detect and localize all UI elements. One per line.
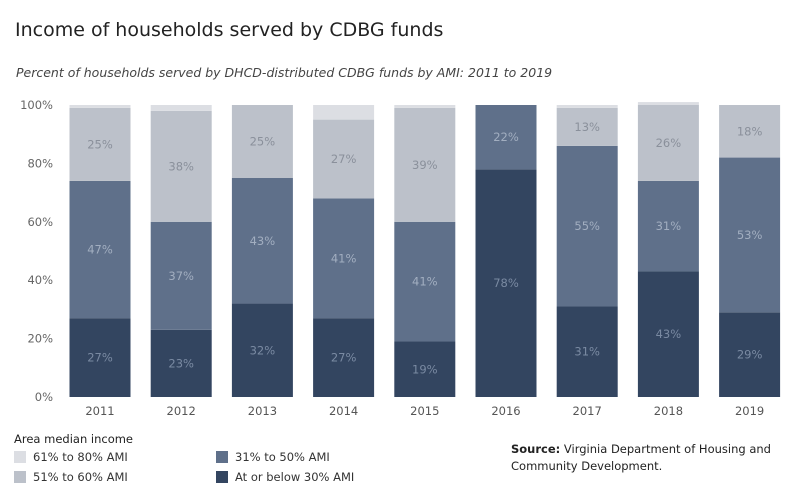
data-label: 29% <box>737 348 763 362</box>
bar-segment-s0_30 <box>556 306 618 397</box>
bar-segment-s51_60 <box>150 110 212 222</box>
legend-item-61-80: 61% to 80% AMI <box>14 450 128 464</box>
data-label: 19% <box>412 362 438 376</box>
legend-item-0-30: At or below 30% AMI <box>216 470 354 484</box>
bar-segment-s31_50 <box>719 157 781 313</box>
bar-segment-s51_60 <box>313 119 375 199</box>
source-note: Source: Virginia Department of Housing a… <box>511 441 781 475</box>
x-tick-label: 2011 <box>85 404 114 418</box>
source-text: Virginia Department of Housing and Commu… <box>511 442 771 473</box>
bar-segment-s31_50 <box>475 105 537 170</box>
x-tick-label: 2018 <box>654 404 683 418</box>
legend-label: 61% to 80% AMI <box>33 450 128 464</box>
bar-segment-s0_30 <box>313 318 375 397</box>
stacked-bar-chart: 0% 20% 40% 60% 80% 100% 27% 47% 25% 2011 23% 37% 38%… <box>20 98 781 418</box>
y-tick-label: 0% <box>35 390 53 404</box>
legend-swatch <box>216 451 228 463</box>
chart-title: Income of households served by CDBG fund… <box>15 19 444 41</box>
data-label: 32% <box>250 343 276 357</box>
data-label: 78% <box>493 276 519 290</box>
data-label: 55% <box>574 219 600 233</box>
chart-subtitle: Percent of households served by DHCD-dis… <box>16 65 553 80</box>
legend-label: 51% to 60% AMI <box>33 470 128 484</box>
bar-segment-s31_50 <box>231 178 293 304</box>
data-label: 31% <box>574 345 600 359</box>
bar-segment-s51_60 <box>231 105 293 178</box>
legend-item-51-60: 51% to 60% AMI <box>14 470 128 484</box>
bar-segment-s31_50 <box>150 221 212 330</box>
bar-segment-s61_80 <box>313 105 375 120</box>
data-label: 25% <box>87 137 113 151</box>
x-tick-label: 2013 <box>248 404 277 418</box>
y-tick-label: 20% <box>27 332 53 346</box>
x-tick-label: 2019 <box>735 404 764 418</box>
bar-segment-s51_60 <box>719 105 781 158</box>
data-label: 27% <box>331 152 357 166</box>
bar-segment-s61_80 <box>150 105 212 111</box>
bar-segment-s61_80 <box>556 105 618 108</box>
y-tick-label: 80% <box>27 156 53 170</box>
y-tick-label: 60% <box>27 215 53 229</box>
legend-title: Area median income <box>14 432 134 446</box>
legend-swatch <box>14 471 26 483</box>
bar-segment-s0_30 <box>637 271 699 397</box>
data-label: 53% <box>737 228 763 242</box>
bar-segment-s0_30 <box>150 329 212 397</box>
x-tick-label: 2017 <box>573 404 602 418</box>
bar-segment-s31_50 <box>313 198 375 319</box>
data-label: 41% <box>331 251 357 265</box>
data-label: 37% <box>168 269 194 283</box>
bar-segment-s61_80 <box>637 102 699 105</box>
source-label: Source: <box>511 442 561 456</box>
bar-segment-s0_30 <box>394 341 456 397</box>
bar-segment-s0_30 <box>231 303 293 397</box>
data-label: 22% <box>493 130 519 144</box>
data-label: 23% <box>168 356 194 370</box>
x-tick-label: 2016 <box>491 404 520 418</box>
x-tick-label: 2015 <box>410 404 439 418</box>
legend-label: At or below 30% AMI <box>235 470 355 484</box>
legend-item-31-50: 31% to 50% AMI <box>216 450 330 464</box>
data-label: 27% <box>87 351 113 365</box>
y-tick-label: 100% <box>20 98 53 112</box>
bar-segment-s0_30 <box>475 169 537 397</box>
data-label: 38% <box>168 159 194 173</box>
bar-segment-s61_80 <box>394 105 456 108</box>
data-label: 27% <box>331 351 357 365</box>
x-tick-label: 2014 <box>329 404 358 418</box>
data-label: 18% <box>737 124 763 138</box>
legend-swatch <box>14 451 26 463</box>
data-label: 47% <box>87 243 113 257</box>
data-label: 26% <box>656 136 682 150</box>
bar-segment-s31_50 <box>69 180 131 319</box>
bar-segment-s0_30 <box>719 312 781 397</box>
data-label: 41% <box>412 275 438 289</box>
bar-segment-s31_50 <box>556 145 618 307</box>
data-label: 13% <box>574 120 600 134</box>
bar-segment-s51_60 <box>556 107 618 146</box>
bar-segment-s61_80 <box>69 105 131 108</box>
legend-label: 31% to 50% AMI <box>235 450 330 464</box>
bar-segment-s51_60 <box>637 105 699 181</box>
legend-swatch <box>216 471 228 483</box>
bar-segment-s31_50 <box>394 221 456 342</box>
data-label: 43% <box>250 234 276 248</box>
y-tick-label: 40% <box>27 273 53 287</box>
data-label: 25% <box>250 135 276 149</box>
bar-segment-s51_60 <box>394 107 456 222</box>
bar-segment-s31_50 <box>637 180 699 272</box>
data-label: 39% <box>412 158 438 172</box>
data-label: 43% <box>656 327 682 341</box>
bar-segment-s0_30 <box>69 318 131 397</box>
data-label: 31% <box>656 219 682 233</box>
x-tick-label: 2012 <box>167 404 196 418</box>
bar-segment-s51_60 <box>69 107 131 181</box>
